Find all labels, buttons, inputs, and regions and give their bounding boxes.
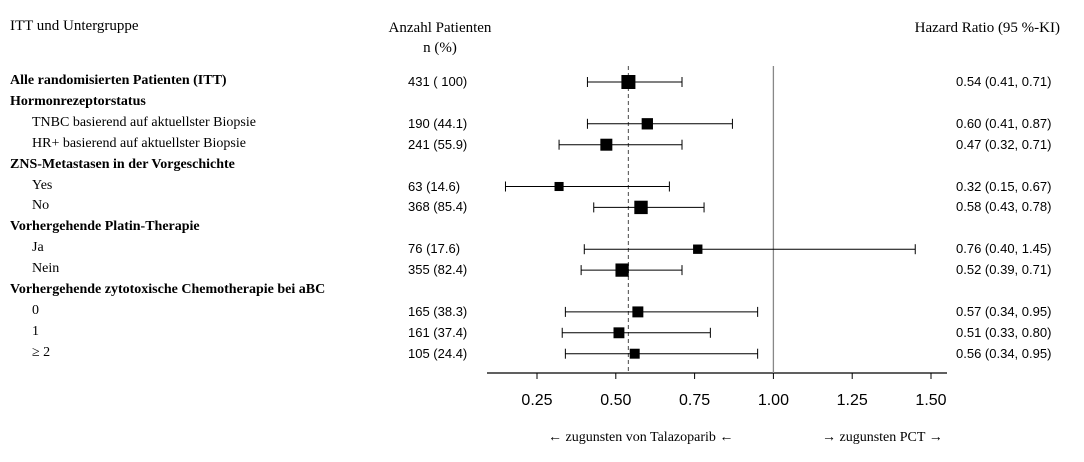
favors-pct-label: → zugunsten PCT →: [822, 430, 943, 445]
subgroup-label: 1: [32, 323, 39, 339]
point-estimate: [641, 118, 653, 130]
hazard-ratio-value: 0.47 (0.32, 0.71): [956, 136, 1052, 152]
hazard-ratio-value: 0.54 (0.41, 0.71): [956, 74, 1052, 89]
x-tick-label: 1.25: [837, 392, 868, 409]
subgroup-label: 0: [32, 302, 39, 318]
x-tick-label: 0.75: [679, 392, 710, 409]
subgroup-heading: Vorhergehende zytotoxische Chemotherapie…: [10, 282, 326, 297]
subgroup-label: Yes: [32, 177, 53, 193]
subgroup-heading: ZNS-Metastasen in der Vorgeschichte: [10, 156, 235, 172]
patient-count: 241 (55.9): [408, 136, 468, 152]
patient-count: 161 (37.4): [408, 324, 468, 340]
point-estimate: [600, 138, 613, 151]
hazard-ratio-value: 0.58 (0.43, 0.78): [956, 199, 1052, 215]
subgroup-label: HR+ basierend auf aktuellster Biopsie: [32, 135, 246, 151]
patients-column-header: Anzahl Patienten: [388, 20, 492, 36]
patient-count: 190 (44.1): [408, 115, 468, 131]
point-estimate: [629, 348, 640, 359]
patient-count: 431 ( 100): [408, 74, 468, 89]
subgroup-label: No: [32, 198, 50, 214]
patient-count: 355 (82.4): [408, 262, 468, 278]
hazard-ratio-value: 0.57 (0.34, 0.95): [956, 303, 1052, 319]
x-tick-label: 1.50: [915, 392, 946, 409]
subgroup-label: Ja: [32, 240, 44, 256]
patients-column-subheader: n (%): [423, 40, 457, 56]
patient-count: 63 (14.6): [408, 178, 461, 194]
subgroup-heading: Hormonrezeptorstatus: [10, 93, 146, 109]
subgroup-label: Nein: [32, 261, 60, 277]
point-estimate: [615, 263, 629, 277]
point-estimate: [634, 200, 648, 215]
subgroup-label: TNBC basierend auf aktuellster Biopsie: [32, 114, 256, 130]
patient-count: 165 (38.3): [408, 303, 468, 319]
x-tick-label: 0.25: [521, 392, 552, 409]
favors-talazoparib-label: ← zugunsten von Talazoparib ←: [548, 430, 734, 445]
subgroup-heading: Vorhergehende Platin-Therapie: [10, 219, 200, 235]
hazard-ratio-value: 0.32 (0.15, 0.67): [956, 178, 1052, 194]
point-estimate: [621, 75, 636, 89]
patient-count: 105 (24.4): [408, 345, 468, 361]
point-estimate: [613, 327, 625, 339]
x-tick-label: 1.00: [758, 392, 789, 409]
hazard-ratio-value: 0.60 (0.41, 0.87): [956, 115, 1052, 131]
hazard-ratio-value: 0.51 (0.33, 0.80): [956, 324, 1052, 340]
subgroup-heading: Alle randomisierten Patienten (ITT): [10, 73, 227, 88]
patient-count: 76 (17.6): [408, 241, 461, 257]
subgroup-column-header: ITT und Untergruppe: [10, 18, 139, 34]
hazard-ratio-value: 0.76 (0.40, 1.45): [956, 241, 1052, 257]
hazard-ratio-value: 0.52 (0.39, 0.71): [956, 262, 1052, 278]
point-estimate: [632, 306, 644, 318]
subgroup-label: ≥ 2: [32, 344, 51, 360]
patient-count: 368 (85.4): [408, 199, 468, 215]
hazard-ratio-value: 0.56 (0.34, 0.95): [956, 345, 1052, 361]
point-estimate: [554, 181, 564, 192]
point-estimate: [693, 244, 703, 254]
hazard-ratio-column-header: Hazard Ratio (95 %-KI): [914, 20, 1060, 36]
x-tick-label: 0.50: [600, 392, 631, 409]
